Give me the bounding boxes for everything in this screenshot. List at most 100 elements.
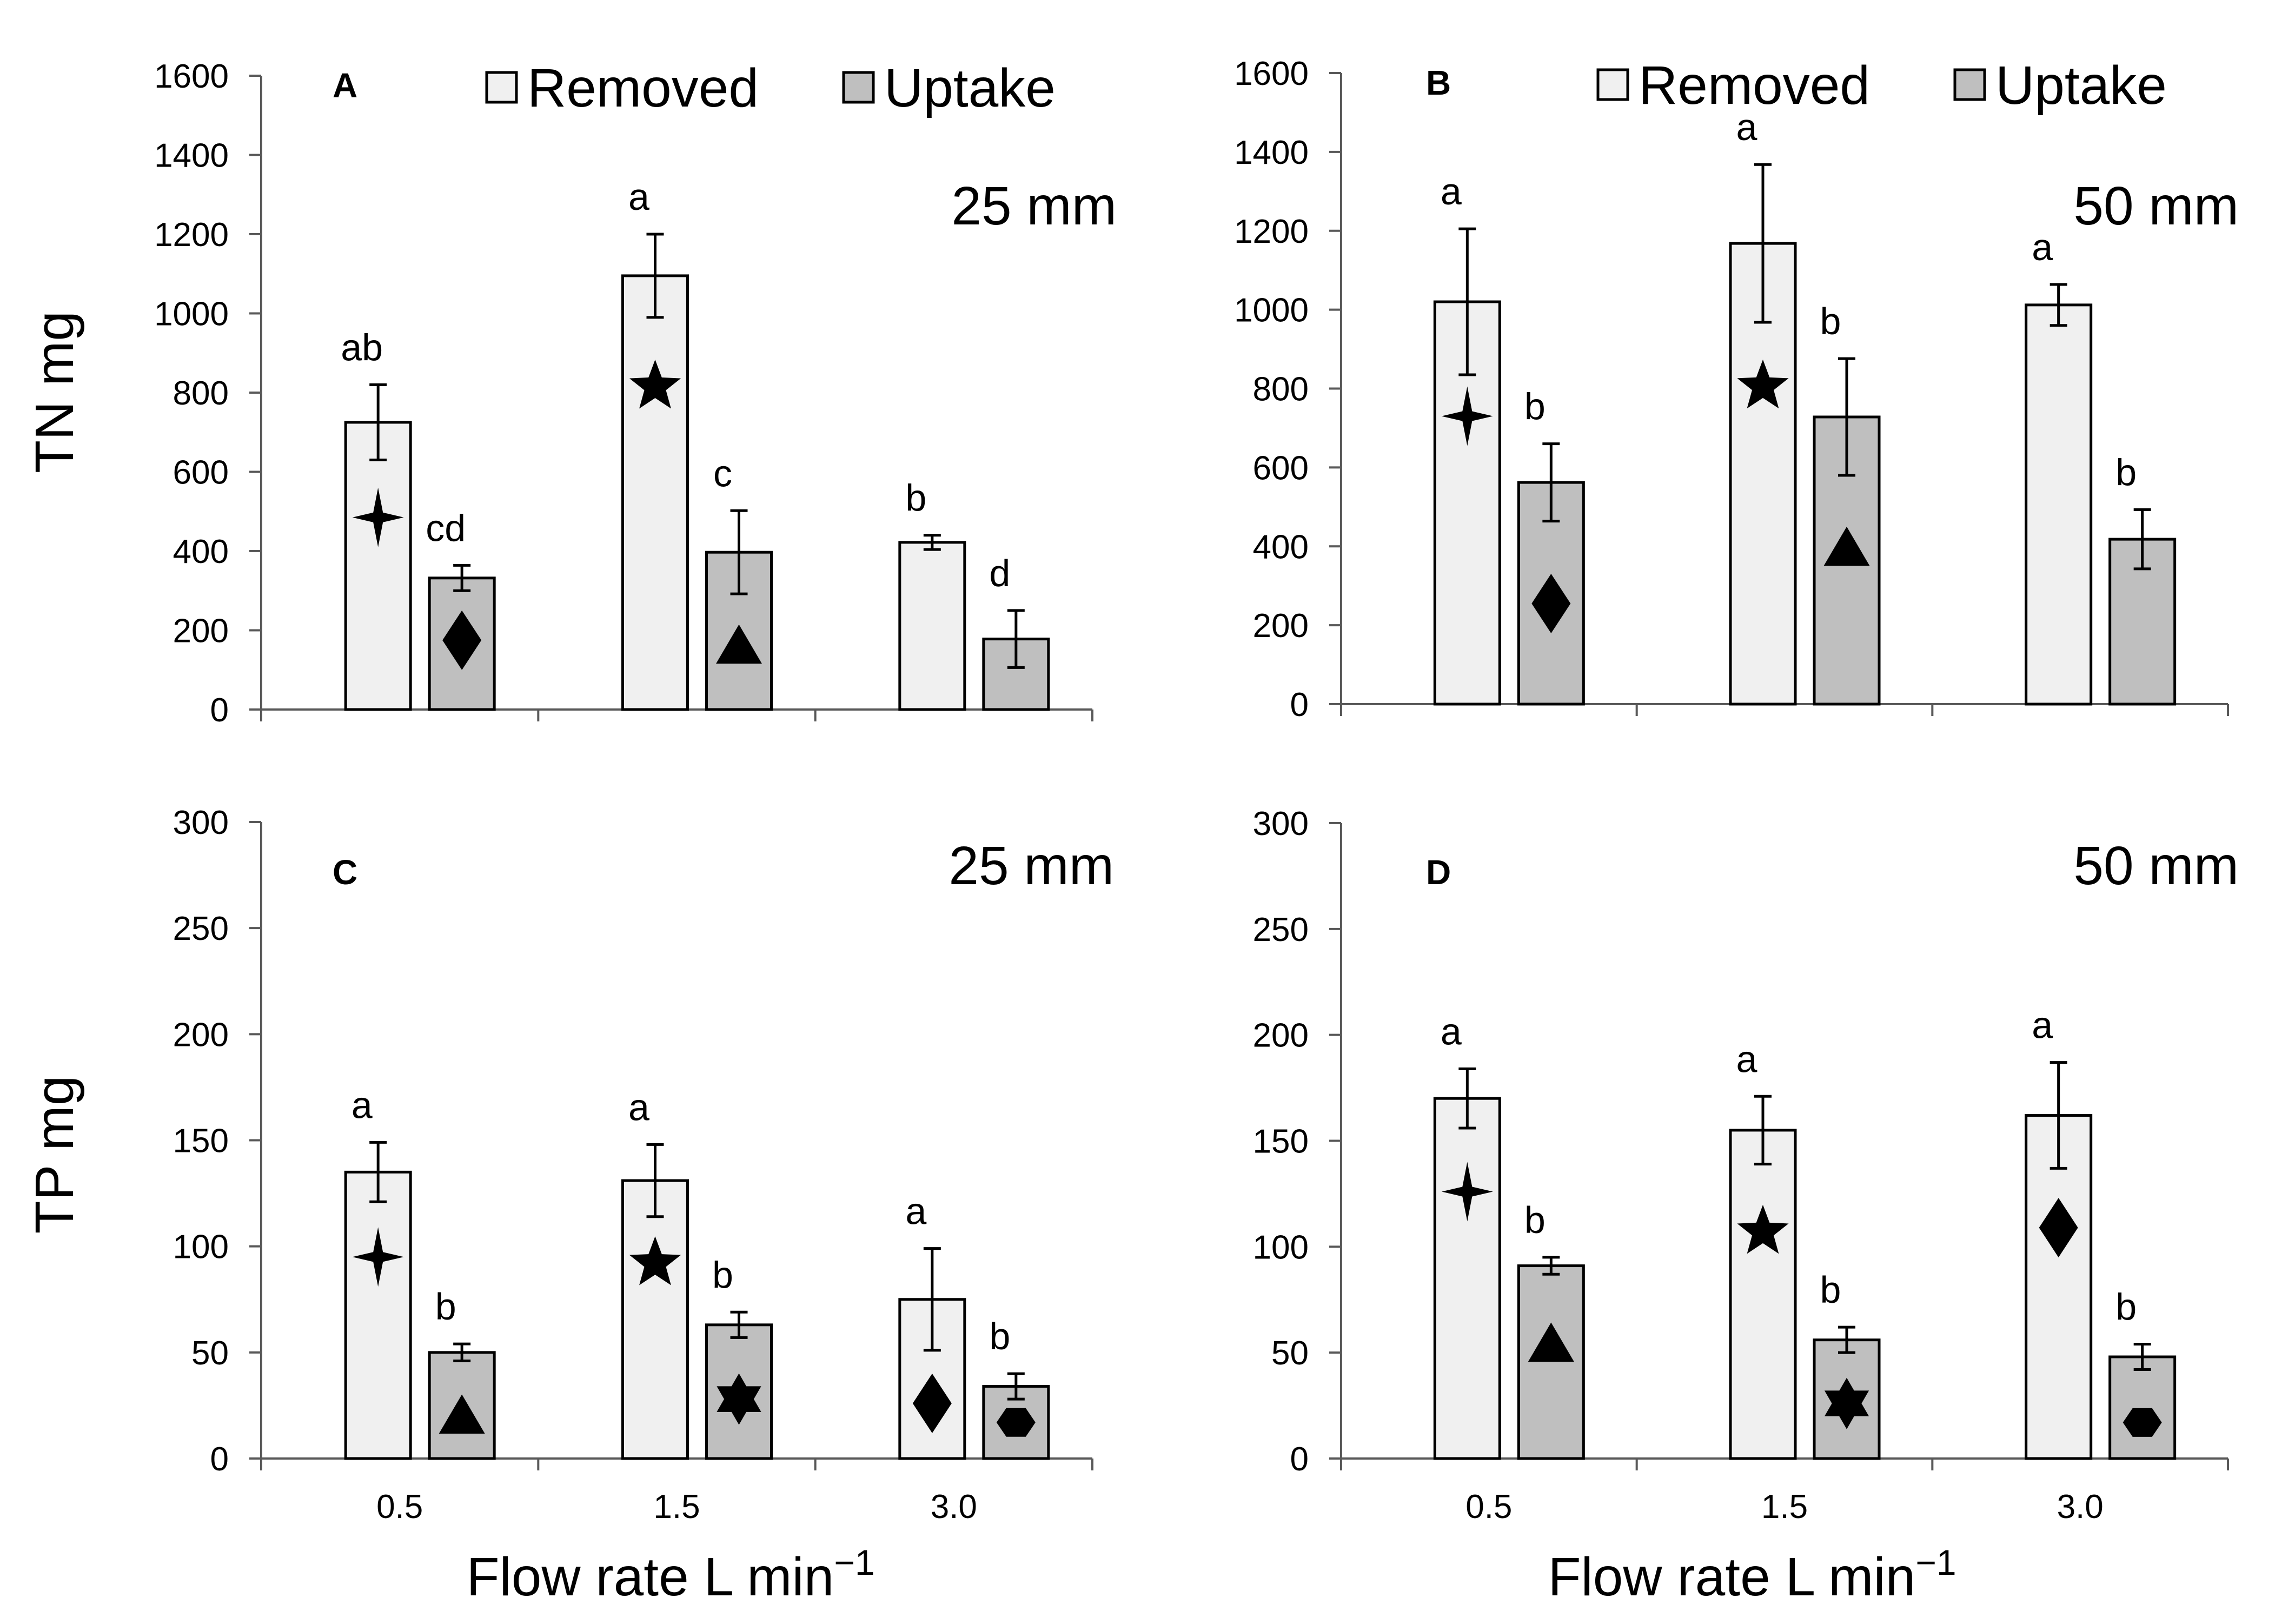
panel-annotation: 25 mm — [949, 836, 1114, 896]
legend-swatch-uptake — [842, 71, 875, 104]
legend-swatch-uptake — [1953, 68, 1986, 101]
y-tick-label: 100 — [1253, 1229, 1309, 1266]
y-tick-label: 50 — [1271, 1335, 1309, 1372]
x-axis-title-superscript: −1 — [834, 1542, 874, 1582]
four-point-star-symbol — [352, 487, 404, 547]
triangle-symbol — [1528, 1322, 1574, 1362]
significance-letter: cd — [426, 507, 466, 549]
x-tick-label: 0.5 — [1465, 1488, 1512, 1526]
significance-letter: a — [2032, 226, 2053, 268]
star-symbol — [1737, 359, 1789, 409]
significance-letter: c — [713, 452, 732, 494]
y-tick-label: 1000 — [154, 296, 229, 333]
y-tick-label: 100 — [173, 1229, 229, 1266]
y-tick-label: 400 — [1253, 528, 1309, 566]
triangle-symbol — [1823, 526, 1870, 566]
y-tick-label: 800 — [173, 375, 229, 412]
triangle-symbol — [439, 1394, 485, 1434]
x-axis-title: Flow rate L min−1 — [466, 1542, 874, 1607]
significance-letter: b — [712, 1254, 733, 1296]
legend-label: Uptake — [884, 58, 1056, 118]
y-tick-label: 600 — [1253, 449, 1309, 487]
significance-letter: a — [628, 176, 649, 218]
significance-letter: a — [628, 1086, 649, 1128]
legend-swatch-removed — [485, 71, 518, 104]
panel-label: D — [1426, 853, 1451, 892]
y-tick-label: 250 — [1253, 911, 1309, 949]
panel-label: A — [333, 66, 357, 105]
significance-letter: b — [1524, 386, 1546, 428]
legend: Removed Uptake — [485, 58, 1056, 118]
star-symbol — [629, 360, 681, 409]
triangle-symbol — [716, 624, 762, 664]
significance-letter: b — [1524, 1199, 1546, 1241]
significance-letter: a — [1736, 1038, 1757, 1080]
y-tick-label: 1600 — [154, 58, 229, 95]
four-point-star-symbol — [1441, 1162, 1493, 1222]
x-tick-label: 1.5 — [1761, 1488, 1808, 1526]
legend-label: Removed — [527, 58, 759, 118]
significance-letter: a — [351, 1084, 373, 1126]
y-tick-label: 200 — [173, 1016, 229, 1053]
y-tick-label: 1600 — [1234, 55, 1309, 92]
hexagram-symbol — [717, 1373, 761, 1425]
y-axis-title: TN mg — [24, 311, 85, 473]
diamond-symbol — [2039, 1198, 2078, 1258]
x-tick-label: 3.0 — [2057, 1488, 2104, 1526]
panel-a: 02004006008001000120014001600ababcdcdA25… — [24, 58, 1117, 729]
significance-letter: a — [1441, 170, 1462, 213]
significance-letter: b — [2115, 451, 2137, 493]
y-tick-label: 1200 — [154, 216, 229, 254]
y-tick-label: 800 — [1253, 371, 1309, 408]
diamond-symbol — [912, 1373, 952, 1433]
diamond-symbol — [1531, 574, 1571, 634]
hexagon-symbol — [2123, 1408, 2162, 1437]
significance-letter: b — [989, 1315, 1010, 1357]
significance-letter: b — [1820, 300, 1841, 342]
panel-annotation: 50 mm — [2073, 176, 2239, 236]
y-tick-label: 300 — [173, 804, 229, 841]
hexagon-symbol — [996, 1408, 1036, 1437]
x-axis-title-text: Flow rate L min — [466, 1547, 834, 1607]
x-axis-title: Flow rate L min−1 — [1548, 1542, 1956, 1607]
y-tick-label: 0 — [1290, 1441, 1309, 1478]
y-tick-label: 150 — [173, 1123, 229, 1160]
y-tick-label: 600 — [173, 454, 229, 492]
panel-annotation: 50 mm — [2073, 836, 2239, 896]
significance-letter: d — [989, 552, 1010, 594]
y-tick-label: 0 — [210, 692, 229, 729]
y-tick-label: 200 — [1253, 1017, 1309, 1055]
x-tick-label: 0.5 — [376, 1488, 423, 1526]
star-symbol — [629, 1236, 681, 1285]
bar-removed — [1433, 1097, 1501, 1460]
significance-letter: a — [905, 1190, 926, 1232]
x-axis-title-superscript: −1 — [1915, 1542, 1956, 1582]
y-tick-label: 200 — [1253, 607, 1309, 645]
y-tick-label: 150 — [1253, 1123, 1309, 1161]
y-tick-label: 250 — [173, 910, 229, 947]
legend-swatch-removed — [1596, 68, 1629, 101]
legend-label: Uptake — [1995, 55, 2167, 116]
legend: Removed Uptake — [1596, 55, 2167, 116]
bar-removed — [621, 1179, 689, 1460]
x-tick-label: 3.0 — [931, 1488, 977, 1526]
panel-c: 0 50 100 150 200 250 300 0.5 1.5 3.0 a a a b b b C 25 mm T… — [24, 804, 1114, 1526]
y-tick-label: 1000 — [1234, 292, 1309, 329]
y-tick-label: 50 — [191, 1335, 229, 1372]
bar-removed — [2025, 1114, 2093, 1460]
significance-letter: b — [2115, 1286, 2137, 1328]
star-symbol — [1737, 1204, 1789, 1254]
bar-removed — [898, 541, 966, 711]
significance-letter: b — [905, 477, 926, 519]
bar-uptake — [1517, 1264, 1585, 1460]
y-tick-label: 400 — [173, 533, 229, 571]
y-tick-label: 300 — [1253, 805, 1309, 843]
bar-uptake — [2108, 1355, 2177, 1460]
four-point-star-symbol — [352, 1227, 404, 1287]
significance-letter: b — [1820, 1269, 1841, 1311]
significance-letter: a — [2032, 1004, 2053, 1046]
significance-letter: a — [1441, 1010, 1462, 1052]
y-axis-title: TP mg — [24, 1076, 85, 1234]
bar-removed — [621, 274, 689, 711]
